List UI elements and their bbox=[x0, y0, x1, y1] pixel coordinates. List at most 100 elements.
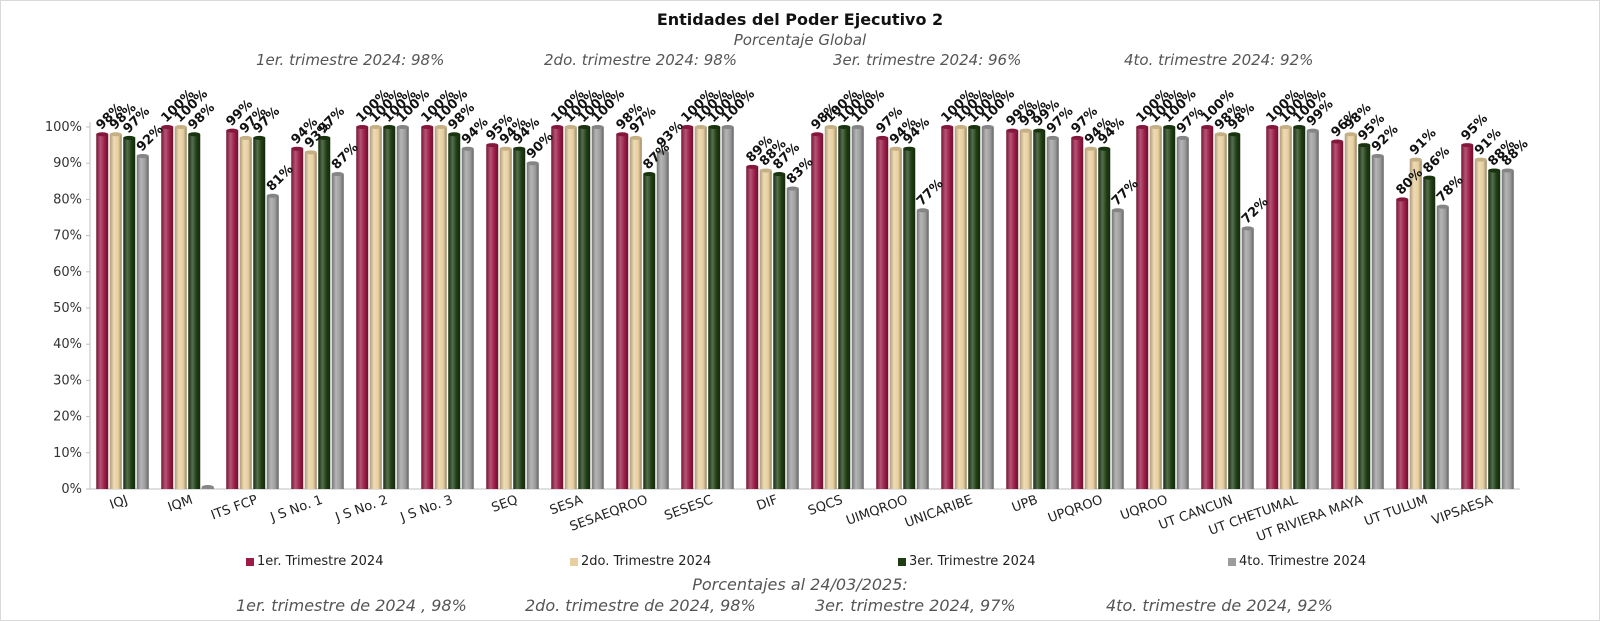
bar bbox=[1033, 130, 1046, 489]
bar-cap bbox=[526, 161, 539, 166]
bar-cap bbox=[773, 172, 786, 177]
bar-cap bbox=[188, 132, 201, 137]
bar bbox=[226, 130, 239, 489]
bar bbox=[1019, 130, 1032, 489]
bar bbox=[551, 127, 564, 489]
bar-cap bbox=[266, 193, 279, 198]
bar-cap bbox=[591, 125, 604, 129]
bar-cap bbox=[161, 125, 174, 129]
bar-cap bbox=[1488, 168, 1501, 173]
bar bbox=[981, 127, 994, 489]
bar-cap bbox=[331, 172, 344, 177]
bar bbox=[746, 166, 759, 489]
bar bbox=[811, 134, 824, 490]
bar-cap bbox=[1033, 128, 1046, 133]
bar bbox=[136, 155, 149, 489]
bar bbox=[291, 148, 304, 489]
bar-cap bbox=[1306, 128, 1319, 133]
footer-item-3: 3er. trimestre 2024, 97% bbox=[815, 596, 1016, 615]
bar bbox=[1474, 159, 1487, 489]
bar bbox=[694, 127, 707, 489]
bar bbox=[1176, 137, 1189, 490]
bar-cap bbox=[1214, 132, 1227, 137]
legend-swatch-2 bbox=[570, 557, 578, 566]
bar-cap bbox=[1201, 125, 1214, 129]
bar-cap bbox=[1046, 135, 1059, 140]
bar bbox=[383, 127, 396, 489]
bar bbox=[1396, 199, 1409, 489]
bar bbox=[1409, 159, 1422, 489]
bar-cap bbox=[786, 186, 799, 191]
bar bbox=[838, 127, 851, 489]
bar-cap bbox=[629, 135, 642, 140]
bar bbox=[773, 174, 786, 489]
bar-cap bbox=[1006, 128, 1019, 133]
bar-cap bbox=[1474, 157, 1487, 162]
category-label: IQJ bbox=[108, 493, 130, 513]
bar bbox=[954, 127, 967, 489]
bar-cap bbox=[396, 125, 409, 129]
bar bbox=[629, 137, 642, 490]
bar bbox=[1279, 127, 1292, 489]
bar bbox=[461, 148, 474, 489]
bar bbox=[903, 148, 916, 489]
y-tick-label: 30% bbox=[53, 373, 82, 388]
bar-cap bbox=[578, 125, 591, 129]
bar bbox=[564, 127, 577, 489]
bar-cap bbox=[448, 132, 461, 137]
bar bbox=[681, 127, 694, 489]
bar-cap bbox=[759, 168, 772, 173]
bar bbox=[1136, 127, 1149, 489]
category-label: IQM bbox=[166, 493, 195, 516]
bar-cap bbox=[499, 146, 512, 151]
bar-cap bbox=[616, 132, 629, 137]
legend-swatch-1 bbox=[246, 557, 254, 566]
legend-label-4: 4to. Trimestre 2024 bbox=[1239, 554, 1367, 569]
category-label: UT TULUM bbox=[1362, 493, 1430, 530]
bar bbox=[786, 188, 799, 490]
bar bbox=[1358, 145, 1371, 489]
bar-cap bbox=[1111, 208, 1124, 213]
bar bbox=[1306, 130, 1319, 489]
legend-item-2: 2do. Trimestre 2024 bbox=[570, 554, 711, 569]
bar bbox=[941, 127, 954, 489]
bar bbox=[1228, 134, 1241, 490]
bar bbox=[1461, 145, 1474, 489]
bar bbox=[851, 127, 864, 489]
bar bbox=[1149, 127, 1162, 489]
bar bbox=[253, 137, 266, 490]
bar-cap bbox=[356, 125, 369, 129]
top-quarter-3: 3er. trimestre 2024: 96% bbox=[833, 51, 1022, 69]
bar-cap bbox=[811, 132, 824, 137]
category-label: UPB bbox=[1010, 493, 1040, 516]
bar bbox=[708, 127, 721, 489]
y-tick-label: 60% bbox=[53, 265, 82, 280]
bar-cap bbox=[123, 135, 136, 140]
bar-cap bbox=[253, 135, 266, 140]
bar bbox=[1344, 134, 1357, 490]
bar bbox=[721, 127, 734, 489]
bar bbox=[526, 163, 539, 489]
bar-cap bbox=[304, 150, 317, 155]
category-label: SESA bbox=[548, 493, 585, 519]
bar-cap bbox=[1293, 125, 1306, 129]
bar-cap bbox=[486, 143, 499, 148]
bar bbox=[578, 127, 591, 489]
category-label: VIPSAESA bbox=[1430, 493, 1495, 529]
bar bbox=[1488, 170, 1501, 489]
category-label: J S No. 3 bbox=[398, 493, 455, 526]
bar bbox=[656, 152, 669, 489]
bar-cap bbox=[1228, 132, 1241, 137]
bar-cap bbox=[421, 125, 434, 129]
category-label: J S No. 2 bbox=[333, 493, 390, 526]
bar bbox=[1111, 210, 1124, 489]
legend-item-3: 3er. Trimestre 2024 bbox=[898, 554, 1035, 569]
chart-subtitle: Porcentaje Global bbox=[733, 31, 867, 49]
bar bbox=[616, 134, 629, 490]
footer-item-2: 2do. trimestre de 2024, 98% bbox=[525, 596, 756, 615]
legend-label-3: 3er. Trimestre 2024 bbox=[909, 554, 1036, 569]
legend-swatch-3 bbox=[898, 557, 906, 566]
bar bbox=[1098, 148, 1111, 489]
chart-legend: 1er. Trimestre 2024 2do. Trimestre 2024 … bbox=[0, 554, 1600, 574]
